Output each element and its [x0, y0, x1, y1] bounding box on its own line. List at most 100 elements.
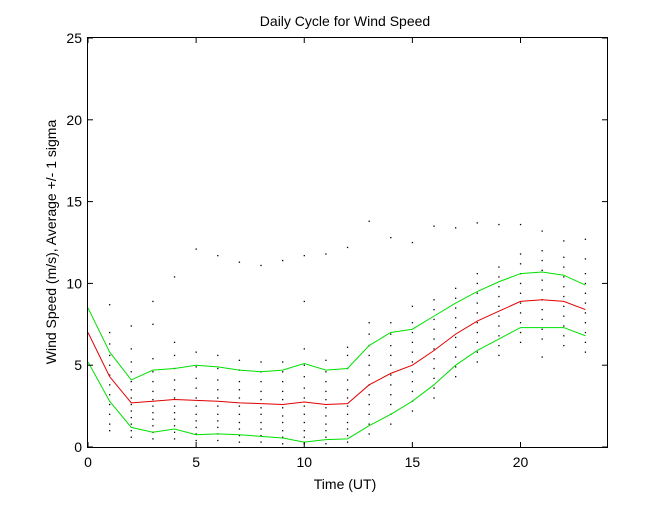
scatter-point: [563, 335, 565, 337]
scatter-point: [303, 300, 305, 303]
scatter-point: [346, 421, 349, 424]
scatter-point: [498, 344, 500, 347]
scatter-point: [498, 276, 500, 278]
scatter-point: [152, 323, 154, 325]
y-tick-label: 5: [74, 357, 82, 373]
scatter-point: [260, 407, 262, 409]
scatter-point: [563, 266, 565, 268]
scatter-point: [282, 430, 284, 432]
scatter-point: [238, 413, 241, 415]
scatter-point: [130, 348, 132, 350]
scatter-point: [390, 333, 392, 335]
scatter-point: [238, 397, 241, 399]
scatter-point: [346, 428, 349, 430]
scatter-point: [260, 380, 262, 383]
scatter-point: [325, 423, 327, 425]
scatter-point: [390, 394, 392, 396]
scatter-point: [519, 292, 522, 294]
scatter-point: [584, 258, 587, 260]
scatter-point: [390, 403, 392, 406]
x-tick-label: 5: [192, 454, 200, 470]
scatter-point: [498, 335, 500, 337]
scatter-point: [346, 354, 349, 357]
scatter-point: [303, 364, 305, 366]
scatter-point: [563, 305, 565, 307]
scatter-point: [217, 439, 219, 442]
scatter-point: [260, 390, 262, 393]
scatter-point: [152, 380, 154, 383]
scatter-point: [433, 225, 435, 227]
y-tick-label: 0: [74, 439, 82, 455]
scatter-point: [260, 264, 262, 267]
scatter-point: [519, 322, 522, 324]
scatter-point: [109, 364, 111, 366]
y-tick-label: 15: [66, 194, 82, 210]
scatter-point: [282, 380, 284, 383]
scatter-point: [217, 397, 219, 399]
scatter-point: [346, 379, 349, 381]
scatter-point: [584, 302, 587, 304]
scatter-point: [325, 380, 327, 383]
scatter-point: [217, 367, 219, 370]
scatter-point: [346, 441, 349, 443]
scatter-point: [498, 305, 500, 307]
scatter-point: [346, 397, 349, 399]
scatter-point: [303, 430, 305, 432]
scatter-point: [173, 425, 176, 427]
scatter-point: [498, 325, 500, 327]
scatter-point: [130, 389, 132, 391]
scatter-point: [109, 374, 111, 376]
scatter-point: [455, 376, 457, 378]
scatter-point: [152, 412, 154, 414]
scatter-point: [325, 390, 327, 393]
scatter-point: [173, 276, 176, 278]
scatter-point: [368, 394, 370, 396]
scatter-point: [411, 331, 414, 334]
scatter-point: [346, 434, 349, 437]
scatter-point: [390, 423, 392, 425]
scatter-point: [303, 421, 305, 424]
scatter-point: [584, 238, 587, 240]
scatter-point: [563, 344, 565, 347]
scatter-point: [325, 430, 327, 432]
scatter-point: [303, 413, 305, 415]
scatter-point: [325, 443, 327, 445]
scatter-point: [368, 364, 370, 366]
scatter-point: [303, 348, 305, 350]
scatter-point: [476, 351, 478, 353]
scatter-point: [217, 420, 219, 422]
scatter-point: [173, 431, 176, 433]
scatter-point: [541, 328, 543, 330]
scatter-point: [433, 377, 435, 379]
scatter-point: [109, 354, 111, 357]
scatter-point: [238, 441, 241, 443]
scatter-point: [390, 364, 392, 366]
scatter-point: [455, 366, 457, 368]
scatter-point: [411, 341, 414, 343]
x-tick-label: 20: [513, 454, 529, 470]
scatter-point: [476, 272, 478, 275]
scatter-point: [152, 300, 154, 303]
scatter-point: [455, 317, 457, 319]
scatter-point: [173, 418, 176, 420]
scatter-point: [325, 415, 327, 417]
series-line-average: [87, 299, 586, 405]
scatter-point: [584, 282, 587, 285]
scatter-point: [195, 433, 197, 435]
scatter-point: [519, 253, 522, 255]
scatter-point: [173, 341, 176, 343]
scatter-point: [109, 430, 111, 432]
scatter-point: [260, 428, 262, 430]
scatter-point: [498, 315, 500, 317]
scatter-point: [195, 351, 197, 353]
scatter-point: [476, 331, 478, 334]
scatter-point: [498, 354, 500, 357]
scatter-point: [130, 423, 132, 425]
scatter-point: [563, 276, 565, 278]
scatter-point: [433, 367, 435, 370]
scatter-point: [130, 416, 132, 419]
scatter-point: [303, 376, 305, 378]
scatter-point: [325, 436, 327, 438]
scatter-point: [217, 379, 219, 381]
